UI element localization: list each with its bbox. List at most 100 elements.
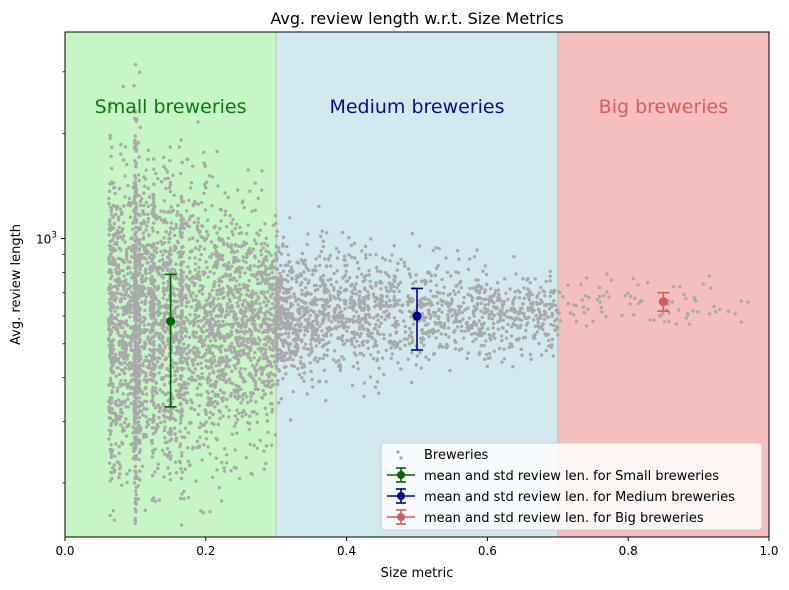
scatter-point — [397, 298, 401, 302]
scatter-point — [229, 250, 234, 254]
scatter-point — [408, 326, 412, 331]
scatter-point — [251, 311, 255, 315]
scatter-point — [121, 158, 126, 162]
scatter-point — [133, 173, 137, 178]
scatter-point — [179, 393, 184, 398]
scatter-point — [256, 387, 260, 392]
scatter-point — [361, 343, 365, 347]
scatter-point — [168, 457, 173, 461]
scatter-point — [378, 306, 383, 311]
scatter-point — [410, 380, 414, 385]
scatter-point — [146, 186, 150, 190]
scatter-point — [226, 244, 230, 248]
scatter-point — [133, 393, 138, 397]
scatter-point — [174, 436, 178, 440]
scatter-point — [310, 377, 314, 382]
scatter-point — [263, 351, 267, 355]
scatter-point — [136, 352, 140, 356]
scatter-point — [469, 332, 474, 336]
scatter-point — [256, 311, 260, 315]
scatter-point — [203, 237, 207, 241]
scatter-point — [500, 305, 505, 310]
scatter-point — [231, 323, 235, 327]
scatter-point — [509, 308, 513, 312]
scatter-point — [143, 298, 148, 303]
scatter-point — [309, 351, 313, 355]
scatter-point — [359, 300, 363, 304]
scatter-point — [137, 289, 142, 293]
scatter-point — [206, 218, 210, 223]
scatter-point — [185, 362, 190, 366]
scatter-point — [152, 221, 156, 225]
scatter-point — [343, 307, 347, 311]
scatter-point — [133, 489, 138, 493]
scatter-point — [112, 463, 117, 467]
scatter-point — [179, 138, 183, 142]
scatter-point — [149, 399, 153, 403]
scatter-point — [552, 323, 556, 328]
scatter-point — [247, 252, 252, 256]
scatter-point — [121, 426, 125, 430]
scatter-point — [445, 342, 449, 347]
scatter-point — [186, 459, 190, 463]
scatter-point — [128, 315, 132, 319]
scatter-point — [153, 204, 157, 208]
scatter-point — [366, 290, 370, 294]
scatter-point — [518, 325, 522, 329]
scatter-point — [303, 318, 307, 322]
scatter-point — [197, 355, 201, 359]
scatter-point — [500, 360, 504, 364]
scatter-point — [129, 310, 133, 315]
scatter-point — [431, 248, 435, 253]
scatter-point — [322, 304, 326, 309]
scatter-point — [270, 379, 274, 383]
scatter-point — [364, 312, 368, 317]
scatter-point — [313, 288, 318, 293]
scatter-point — [175, 408, 179, 413]
scatter-point — [503, 277, 507, 281]
scatter-point — [379, 321, 383, 325]
scatter-point — [219, 208, 223, 212]
scatter-point — [352, 336, 357, 340]
scatter-point — [532, 336, 536, 341]
scatter-point — [221, 360, 225, 364]
scatter-point — [179, 496, 183, 501]
scatter-point — [325, 231, 329, 235]
scatter-point — [501, 302, 506, 306]
scatter-point — [172, 276, 176, 280]
scatter-point — [196, 220, 200, 225]
scatter-point — [419, 366, 423, 370]
scatter-point — [544, 349, 548, 353]
scatter-point — [528, 281, 532, 285]
scatter-point — [161, 376, 166, 380]
scatter-point — [180, 355, 184, 359]
scatter-point — [384, 285, 388, 290]
scatter-point — [133, 260, 137, 265]
scatter-point — [317, 254, 322, 258]
scatter-point — [225, 322, 229, 326]
scatter-point — [161, 257, 165, 262]
scatter-point — [463, 329, 467, 333]
scatter-point — [204, 351, 208, 355]
scatter-point — [492, 292, 496, 296]
scatter-point — [134, 245, 138, 249]
scatter-point — [200, 372, 204, 376]
scatter-point — [180, 454, 184, 458]
scatter-point — [461, 317, 465, 321]
scatter-point — [114, 317, 119, 321]
scatter-point — [137, 319, 141, 323]
scatter-point — [179, 171, 183, 176]
scatter-point — [199, 421, 203, 426]
scatter-point — [259, 290, 264, 295]
scatter-point — [522, 311, 526, 315]
scatter-point — [499, 334, 504, 338]
scatter-point — [332, 295, 336, 299]
scatter-point — [419, 340, 424, 344]
scatter-point — [213, 224, 217, 228]
scatter-point — [221, 399, 225, 403]
scatter-point — [242, 339, 246, 344]
scatter-point — [173, 369, 177, 373]
scatter-point — [345, 338, 349, 343]
scatter-point — [403, 264, 407, 268]
scatter-point — [151, 496, 156, 500]
